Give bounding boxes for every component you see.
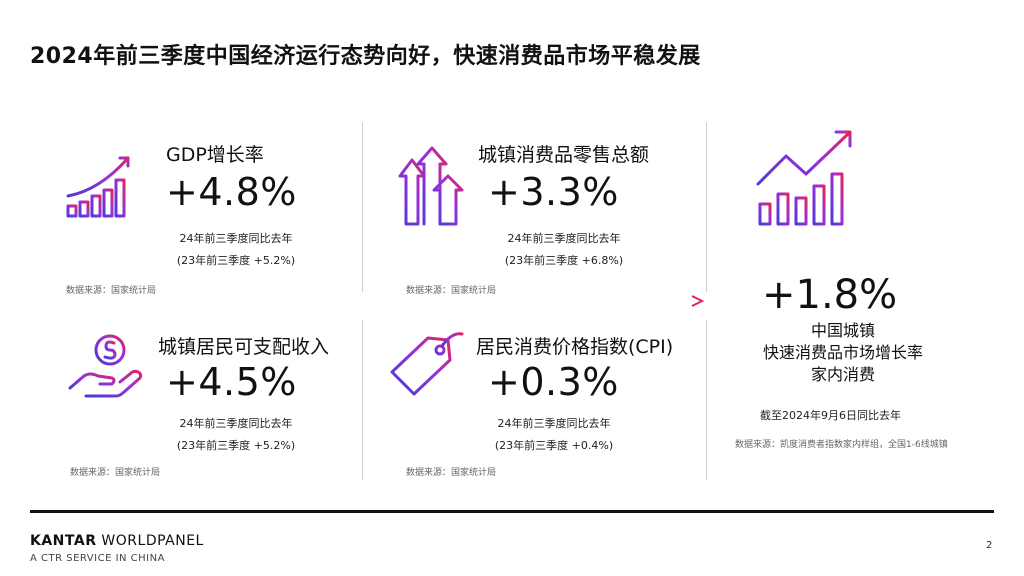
highlight-description: 中国城镇 快速消费品市场增长率 家内消费 [738,320,948,386]
gdp-title: GDP增长率 [166,144,264,166]
income-title: 城镇居民可支配收入 [158,336,330,358]
page-title: 2024年前三季度中国经济运行态势向好，快速消费品市场平稳发展 [30,44,701,69]
brand-rest: WORLDPANEL [96,533,204,549]
retail-value: +3.3% [488,170,619,214]
highlight-line-2: 快速消费品市场增长率 [762,343,923,362]
cpi-note-2: (23年前三季度 +0.4%) [494,439,614,452]
retail-note-2: (23年前三季度 +6.8%) [504,254,624,267]
cpi-source: 数据来源：国家统计局 [406,468,497,478]
divider-vertical-1 [362,122,363,292]
highlight-source: 数据来源：凯度消费者指数家内样组，全国1-6线城镇 [735,440,948,450]
income-source: 数据来源：国家统计局 [70,468,161,478]
divider-vertical-3 [706,122,707,292]
brand-logo: KANTAR WORLDPANEL [30,533,204,549]
highlight-line-3: 家内消费 [810,365,875,384]
income-note-2: (23年前三季度 +5.2%) [176,439,296,452]
gdp-note-2: (23年前三季度 +5.2%) [176,254,296,267]
divider-vertical-4 [706,320,707,480]
gdp-value: +4.8% [166,170,297,214]
gdp-source: 数据来源：国家统计局 [66,286,157,296]
brand-subtitle: A CTR SERVICE IN CHINA [30,553,165,564]
highlight-value: +1.8% [762,272,898,318]
up-arrows-icon [398,146,464,226]
page-number: 2 [986,540,993,551]
income-value: +4.5% [166,360,297,404]
retail-note-1: 24年前三季度同比去年 [507,232,621,245]
footer-divider [30,510,994,513]
hand-coin-icon [68,334,143,398]
divider-vertical-2 [362,320,363,480]
brand-bold: KANTAR [30,533,97,549]
highlight-date-note: 截至2024年9月6日同比去年 [760,409,901,422]
cpi-title: 居民消费价格指数(CPI) [476,336,674,358]
gdp-note-1: 24年前三季度同比去年 [179,232,293,245]
bar-chart-growth-icon [66,156,130,218]
retail-title: 城镇消费品零售总额 [478,144,650,166]
highlight-line-1: 中国城镇 [810,321,875,340]
trend-bar-chart-icon [756,130,852,226]
gradient-arrow [40,295,705,307]
cpi-value: +0.3% [488,360,619,404]
price-tag-icon [390,332,464,396]
income-note-1: 24年前三季度同比去年 [179,417,293,430]
cpi-note-1: 24年前三季度同比去年 [497,417,611,430]
retail-source: 数据来源：国家统计局 [406,286,497,296]
